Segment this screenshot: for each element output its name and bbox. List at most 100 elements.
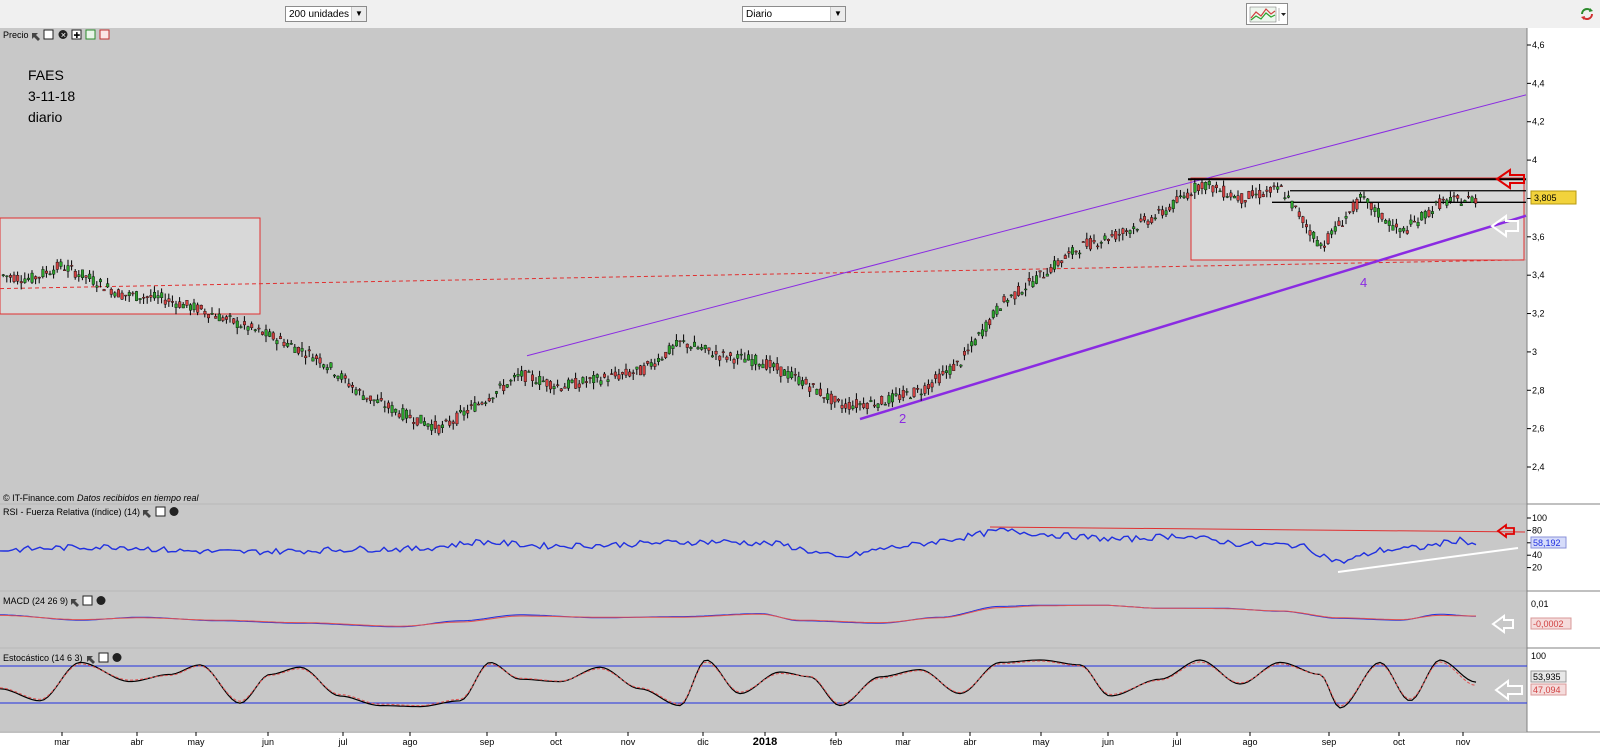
candle-body xyxy=(696,347,700,350)
candle-body xyxy=(1225,196,1229,198)
candle-body xyxy=(462,410,466,416)
candle-body xyxy=(1463,200,1467,203)
candle-body xyxy=(242,321,246,326)
candle-body xyxy=(1441,198,1445,201)
maximize-icon[interactable] xyxy=(98,652,109,663)
close-icon[interactable] xyxy=(112,653,122,662)
rsi-value-label: 58,192 xyxy=(1533,538,1561,548)
candlestick-chart-icon xyxy=(1249,6,1286,23)
candle-body xyxy=(192,302,196,311)
candle-body xyxy=(448,420,452,426)
add-indicator-icon[interactable] xyxy=(71,29,82,40)
stoch-panel-controls[interactable] xyxy=(87,652,122,664)
candle-body xyxy=(1117,234,1121,236)
price-y-tick-label: 4 xyxy=(1532,155,1537,165)
refresh-icon[interactable] xyxy=(1578,5,1596,23)
candle-body xyxy=(599,380,603,385)
candle-body xyxy=(930,382,934,388)
candle-body xyxy=(1017,285,1021,296)
candle-body xyxy=(156,295,160,299)
price-panel-controls[interactable]: ✕ ✚ xyxy=(32,29,110,41)
candle-body xyxy=(923,385,927,394)
candle-body xyxy=(1031,281,1035,287)
x-tick-label: abr xyxy=(130,737,143,747)
wrench-icon[interactable] xyxy=(71,599,79,607)
candle-body xyxy=(1139,218,1143,222)
candle-body xyxy=(120,292,124,300)
x-tick-label: nov xyxy=(621,737,636,747)
close-icon[interactable] xyxy=(96,596,106,605)
candle-body xyxy=(469,404,473,406)
candle-body xyxy=(970,341,974,347)
maximize-icon[interactable] xyxy=(82,595,93,606)
chevron-down-icon[interactable]: ▼ xyxy=(830,7,845,21)
interval-select[interactable]: Diario ▼ xyxy=(742,6,846,22)
candle-body xyxy=(1074,250,1078,253)
stoch-d-label: 47,094 xyxy=(1533,685,1561,695)
candle-body xyxy=(549,381,553,390)
candle-body xyxy=(232,318,236,324)
candle-body xyxy=(826,393,830,400)
wrench-icon[interactable] xyxy=(143,510,151,518)
candle-body xyxy=(484,402,488,404)
candle-body xyxy=(1056,260,1060,266)
candle-body xyxy=(1297,211,1301,217)
candle-body xyxy=(1096,245,1100,248)
candle-body xyxy=(973,339,977,346)
export-green-icon[interactable] xyxy=(85,29,96,40)
candle-body xyxy=(1103,235,1107,240)
export-red-icon[interactable] xyxy=(99,29,110,40)
rsi-panel-controls[interactable] xyxy=(143,506,179,518)
candle-body xyxy=(858,403,862,406)
rsi-value-tag xyxy=(1530,536,1567,549)
x-tick-label: sep xyxy=(1322,737,1337,747)
wrench-icon[interactable] xyxy=(32,33,40,41)
candle-body xyxy=(1078,252,1082,255)
candle-body xyxy=(451,421,455,424)
candle-body xyxy=(1085,238,1089,247)
maximize-icon[interactable] xyxy=(155,506,166,517)
candle-body xyxy=(898,394,902,400)
stoch-d-line xyxy=(0,660,1477,707)
candle-body xyxy=(534,382,538,385)
macd-panel-controls[interactable] xyxy=(71,595,106,607)
candle-body xyxy=(1063,255,1067,259)
candle-body xyxy=(23,278,27,283)
candle-body xyxy=(714,351,718,355)
x-tick-label: abr xyxy=(963,737,976,747)
candle-body xyxy=(98,279,102,283)
arrow-white-support xyxy=(1490,214,1519,238)
candle-body xyxy=(1006,300,1010,303)
rsi-y-tick-label: 100 xyxy=(1532,513,1547,523)
period-select[interactable]: 200 unidades ▼ xyxy=(285,6,367,22)
wave-label-2: 2 xyxy=(899,411,906,426)
macd-panel-bg xyxy=(0,592,1527,647)
chevron-down-icon[interactable]: ▼ xyxy=(351,7,366,21)
chart-type-button[interactable] xyxy=(1246,3,1288,25)
candle-body xyxy=(847,401,851,410)
x-axis: mar abr may jun jul ago sep oct nov dic 2018 feb mar… xyxy=(54,732,1471,748)
maximize-icon[interactable] xyxy=(43,29,54,40)
candle-body xyxy=(1308,230,1312,236)
candle-body xyxy=(1247,190,1251,199)
candle-body xyxy=(988,319,992,326)
candle-body xyxy=(1340,225,1344,227)
macd-axis-label-top: 0,01 xyxy=(1531,599,1549,609)
footer-brand: © IT-Finance.com xyxy=(3,493,74,503)
candle-body xyxy=(253,329,257,331)
candle-body xyxy=(1,274,5,276)
candle-body xyxy=(1020,292,1024,295)
candle-body xyxy=(880,396,884,405)
candle-body xyxy=(786,371,790,379)
wrench-icon[interactable] xyxy=(87,656,95,664)
close-icon[interactable] xyxy=(58,30,68,39)
candle-body xyxy=(181,304,185,309)
candle-body xyxy=(750,359,754,367)
candle-body xyxy=(433,420,437,429)
candle-body xyxy=(408,414,412,419)
x-tick-label: may xyxy=(187,737,205,747)
candle-body xyxy=(336,375,340,379)
candle-body xyxy=(1283,197,1287,199)
price-candles xyxy=(1,178,1478,436)
close-icon[interactable] xyxy=(169,507,179,516)
